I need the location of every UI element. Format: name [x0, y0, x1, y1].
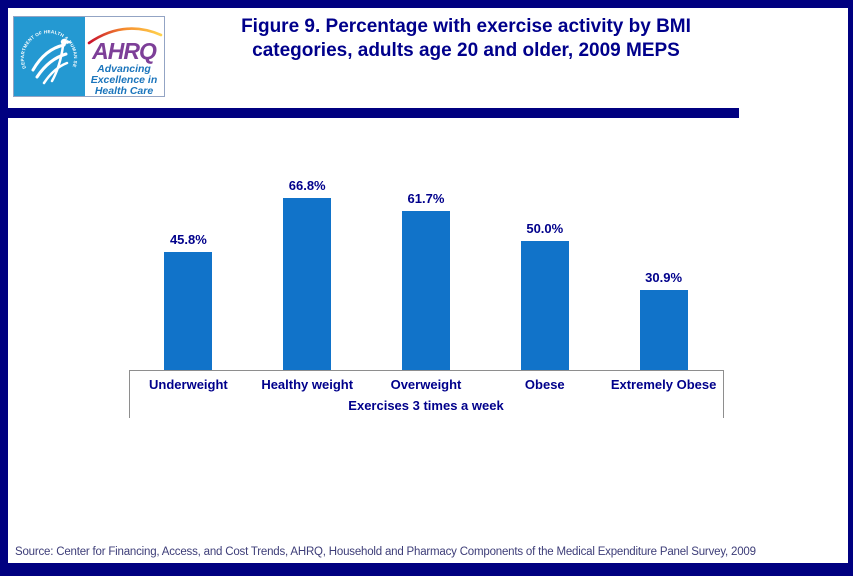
category-label: Underweight: [149, 377, 228, 392]
figure-title-line2: categories, adults age 20 and older, 200…: [252, 40, 680, 61]
bar-underweight: [164, 252, 213, 370]
ahrq-arc-icon: [87, 27, 163, 45]
category-label: Healthy weight: [261, 377, 354, 392]
source-note: Source: Center for Financing, Access, an…: [15, 546, 756, 558]
category-label-row: Underweight Healthy weight Overweight Obese…: [129, 377, 723, 392]
bar-healthy-weight: [283, 198, 332, 370]
bar-overweight: [402, 211, 450, 370]
x-axis-end-tick-left: [129, 370, 130, 418]
category-label: Extremely Obese: [610, 377, 717, 392]
bar-value-label: 61.7%: [407, 191, 445, 206]
ahrq-org-text: AHRQ: [91, 38, 157, 64]
x-axis-end-tick-right: [723, 370, 724, 418]
ahrq-wordmark: AHRQ Advancing Excellence in Health Care: [85, 17, 164, 97]
plot-area: 45.8% 66.8% 61.7% 50.0% 30.9%: [129, 164, 723, 370]
figure-title: Figure 9. Percentage with exercise activ…: [180, 15, 752, 63]
ahrq-logo-graphic: DEPARTMENT OF HEALTH & HUMAN SERVICES • …: [12, 13, 164, 97]
bar-value-label: 45.8%: [169, 232, 207, 247]
bar-extremely-obese: [639, 290, 688, 370]
category-label: Obese: [524, 377, 565, 392]
page-border-right: [848, 0, 853, 576]
header-divider-bar: [0, 108, 739, 118]
bar-value-label: 30.9%: [645, 270, 683, 285]
page-border-left: [0, 0, 8, 576]
figure-title-line1: Figure 9. Percentage with exercise activ…: [241, 16, 691, 37]
svg-text:Health Care: Health Care: [95, 85, 154, 96]
page-border-top: [0, 0, 853, 8]
bar-value-label: 50.0%: [526, 221, 564, 236]
ahrq-hhs-logo: DEPARTMENT OF HEALTH & HUMAN SERVICES • …: [12, 13, 165, 97]
bar-value-label: 66.8%: [288, 178, 326, 193]
x-axis-title: Exercises 3 times a week: [348, 398, 504, 413]
hhs-seal-icon: DEPARTMENT OF HEALTH & HUMAN SERVICES • …: [12, 13, 85, 96]
ahrq-tagline: Advancing Excellence in Health Care: [91, 63, 158, 97]
page-border-bottom: [0, 563, 853, 576]
x-axis-line: [129, 370, 724, 371]
bar-obese: [520, 241, 569, 370]
svg-text:Advancing: Advancing: [96, 63, 151, 75]
svg-text:Excellence in: Excellence in: [91, 74, 158, 86]
category-label: Overweight: [390, 377, 462, 392]
